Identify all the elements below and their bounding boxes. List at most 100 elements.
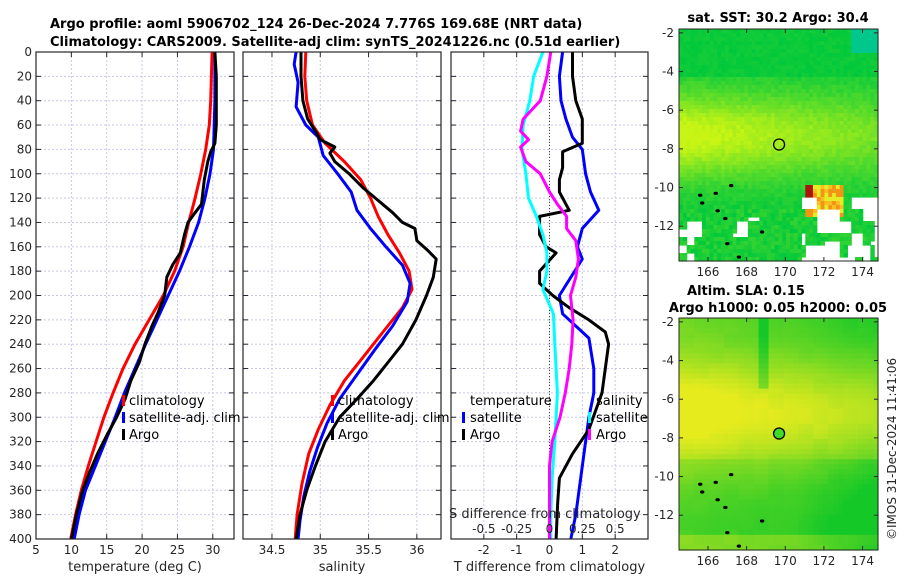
map-cell — [851, 189, 856, 194]
island-marker — [698, 193, 703, 197]
map-cell — [682, 213, 688, 218]
map-cell — [843, 353, 849, 359]
map-cell — [736, 257, 741, 262]
map-cell — [809, 141, 814, 146]
map-cell — [778, 61, 783, 66]
map-cell — [853, 353, 859, 359]
map-cell — [748, 358, 755, 364]
map-cell — [759, 193, 764, 198]
map-cell — [701, 237, 707, 242]
map-cell — [723, 539, 730, 546]
map-cell — [797, 165, 803, 170]
map-cell — [816, 165, 822, 170]
map-cell — [774, 185, 780, 190]
map-cell — [801, 253, 806, 258]
map-cell — [698, 434, 705, 440]
y-tick-label: -6 — [662, 103, 674, 117]
map-cell — [788, 449, 795, 455]
map-cell — [843, 499, 849, 506]
map-cell — [740, 53, 745, 58]
map-cell — [828, 378, 834, 385]
map-cell — [870, 33, 875, 38]
map-cell — [847, 109, 852, 114]
map-cell — [813, 383, 819, 390]
map-cell — [705, 185, 711, 190]
map-cell — [823, 509, 829, 516]
map-cell — [855, 41, 860, 46]
map-cell — [839, 105, 845, 110]
map-cell — [778, 338, 785, 344]
map-cell — [870, 101, 875, 106]
map-cell — [770, 161, 776, 166]
map-cell — [733, 499, 740, 506]
map-cell — [778, 449, 785, 455]
map-cell — [713, 161, 718, 166]
y-tick-label: 240 — [9, 337, 32, 351]
map-cell — [688, 368, 695, 375]
map-cell — [770, 73, 776, 78]
map-cell — [873, 434, 879, 440]
map-cell — [848, 519, 854, 526]
map-cell — [763, 189, 768, 194]
map-cell — [866, 129, 871, 134]
map-cell — [770, 33, 776, 38]
map-cell — [863, 454, 869, 460]
map-cell — [717, 41, 722, 46]
map-cell — [732, 241, 738, 246]
map-cell — [855, 189, 860, 194]
map-cell — [723, 333, 730, 339]
map-cell — [767, 145, 772, 150]
map-cell — [803, 444, 809, 450]
map-cell — [728, 129, 734, 134]
map-cell — [816, 57, 822, 62]
map-cell — [868, 534, 874, 541]
map-cell — [682, 217, 688, 222]
map-cell — [808, 413, 814, 420]
map-cell — [740, 109, 745, 114]
map-cell — [789, 145, 795, 150]
map-cell — [701, 245, 707, 250]
map-cell — [686, 73, 692, 78]
map-cell — [732, 221, 738, 226]
map-cell — [778, 101, 783, 106]
map-cell — [798, 418, 804, 425]
map-cell — [679, 459, 685, 465]
map-cell — [709, 201, 715, 206]
map-cell — [698, 69, 703, 74]
map-cell — [694, 257, 699, 262]
map-cell — [723, 383, 730, 390]
map-cell — [853, 519, 859, 526]
map-cell — [797, 121, 803, 126]
map-cell — [805, 161, 810, 166]
map-cell — [705, 101, 711, 106]
map-cell — [820, 241, 826, 246]
map-cell — [751, 197, 757, 202]
map-cell — [774, 153, 780, 158]
map-cell — [698, 323, 705, 329]
map-cell — [816, 233, 822, 238]
map-cell — [774, 157, 780, 162]
map-cell — [713, 189, 718, 194]
map-cell — [782, 69, 787, 74]
map-cell — [759, 233, 764, 238]
map-cell — [866, 225, 871, 230]
map-cell — [738, 499, 745, 506]
map-cell — [694, 189, 699, 194]
map-cell — [793, 45, 799, 50]
map-cell — [835, 37, 841, 42]
map-cell — [774, 129, 780, 134]
map-cell — [721, 225, 726, 230]
map-cell — [843, 109, 848, 114]
map-cell — [744, 137, 749, 142]
map-cell — [770, 41, 776, 46]
map-cell — [759, 101, 764, 106]
legend-swatch-argo — [122, 429, 125, 440]
map-cell — [698, 348, 705, 354]
map-cell — [843, 253, 848, 258]
map-cell — [770, 165, 776, 170]
map-cell — [732, 181, 738, 186]
map-cell — [713, 121, 718, 126]
map-cell — [866, 105, 871, 110]
map-cell — [778, 209, 783, 214]
map-cell — [736, 189, 741, 194]
